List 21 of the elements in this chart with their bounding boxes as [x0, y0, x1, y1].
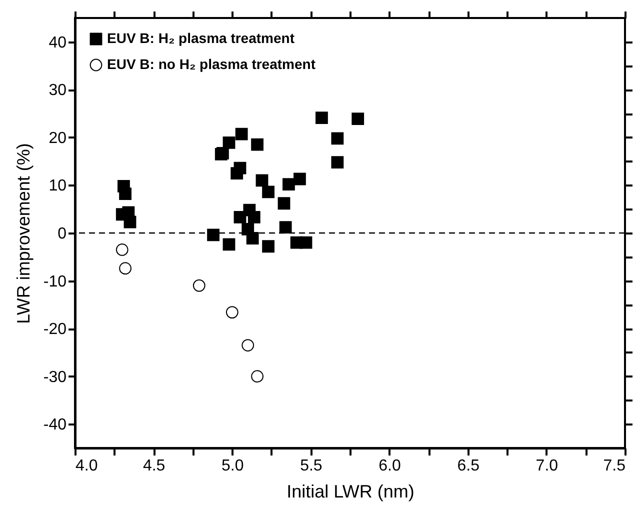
x-axis-title: Initial LWR (nm) — [286, 482, 414, 502]
y-tick-label: -10 — [43, 273, 67, 290]
x-tick-label: 4.5 — [142, 458, 166, 474]
y-tick-label: 0 — [58, 226, 67, 242]
y-tick-label: -20 — [43, 321, 67, 338]
y-tick-label: 20 — [48, 130, 67, 147]
x-tick-label: 5.0 — [222, 458, 244, 474]
y-tick-label: 40 — [48, 34, 67, 52]
y-tick-label: -40 — [43, 416, 67, 434]
x-tick-label: 7.0 — [536, 458, 558, 474]
x-tick-label: 7.5 — [603, 458, 626, 474]
x-tick-label: 4.0 — [76, 458, 98, 474]
x-tick-label: 6.0 — [378, 458, 402, 474]
legend-label: EUV B: H₂ plasma treatment — [107, 30, 295, 46]
y-tick-label: -30 — [43, 368, 67, 386]
y-axis-title: LWR improvement (%) — [13, 143, 34, 324]
y-tick-label: 30 — [48, 82, 67, 100]
legend-label: EUV B: no H₂ plasma treatment — [107, 56, 316, 72]
x-tick-label: 6.5 — [457, 458, 480, 474]
y-tick-label: 10 — [48, 178, 67, 195]
x-tick-label: 5.5 — [300, 458, 322, 474]
